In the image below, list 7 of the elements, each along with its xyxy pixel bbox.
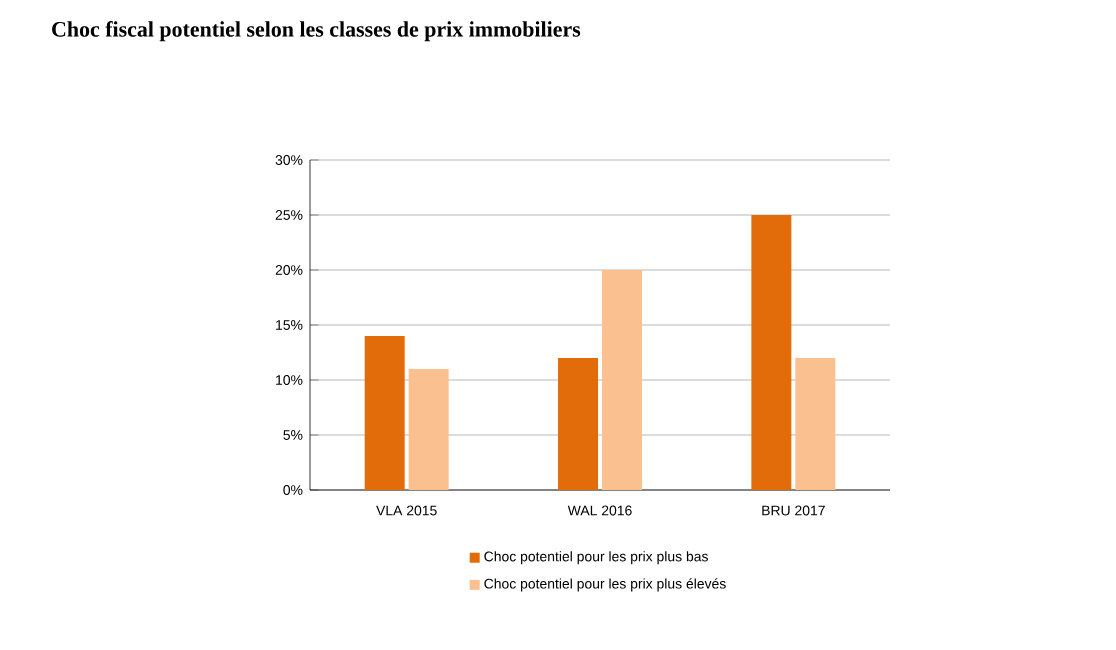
bar bbox=[364, 336, 405, 490]
chart-title: Choc fiscal potentiel selon les classes de prix immobiliers bbox=[52, 21, 581, 42]
bar bbox=[558, 358, 599, 490]
bar bbox=[795, 358, 836, 490]
bar bbox=[751, 215, 792, 490]
bar bbox=[602, 270, 643, 490]
bar bbox=[408, 369, 449, 490]
